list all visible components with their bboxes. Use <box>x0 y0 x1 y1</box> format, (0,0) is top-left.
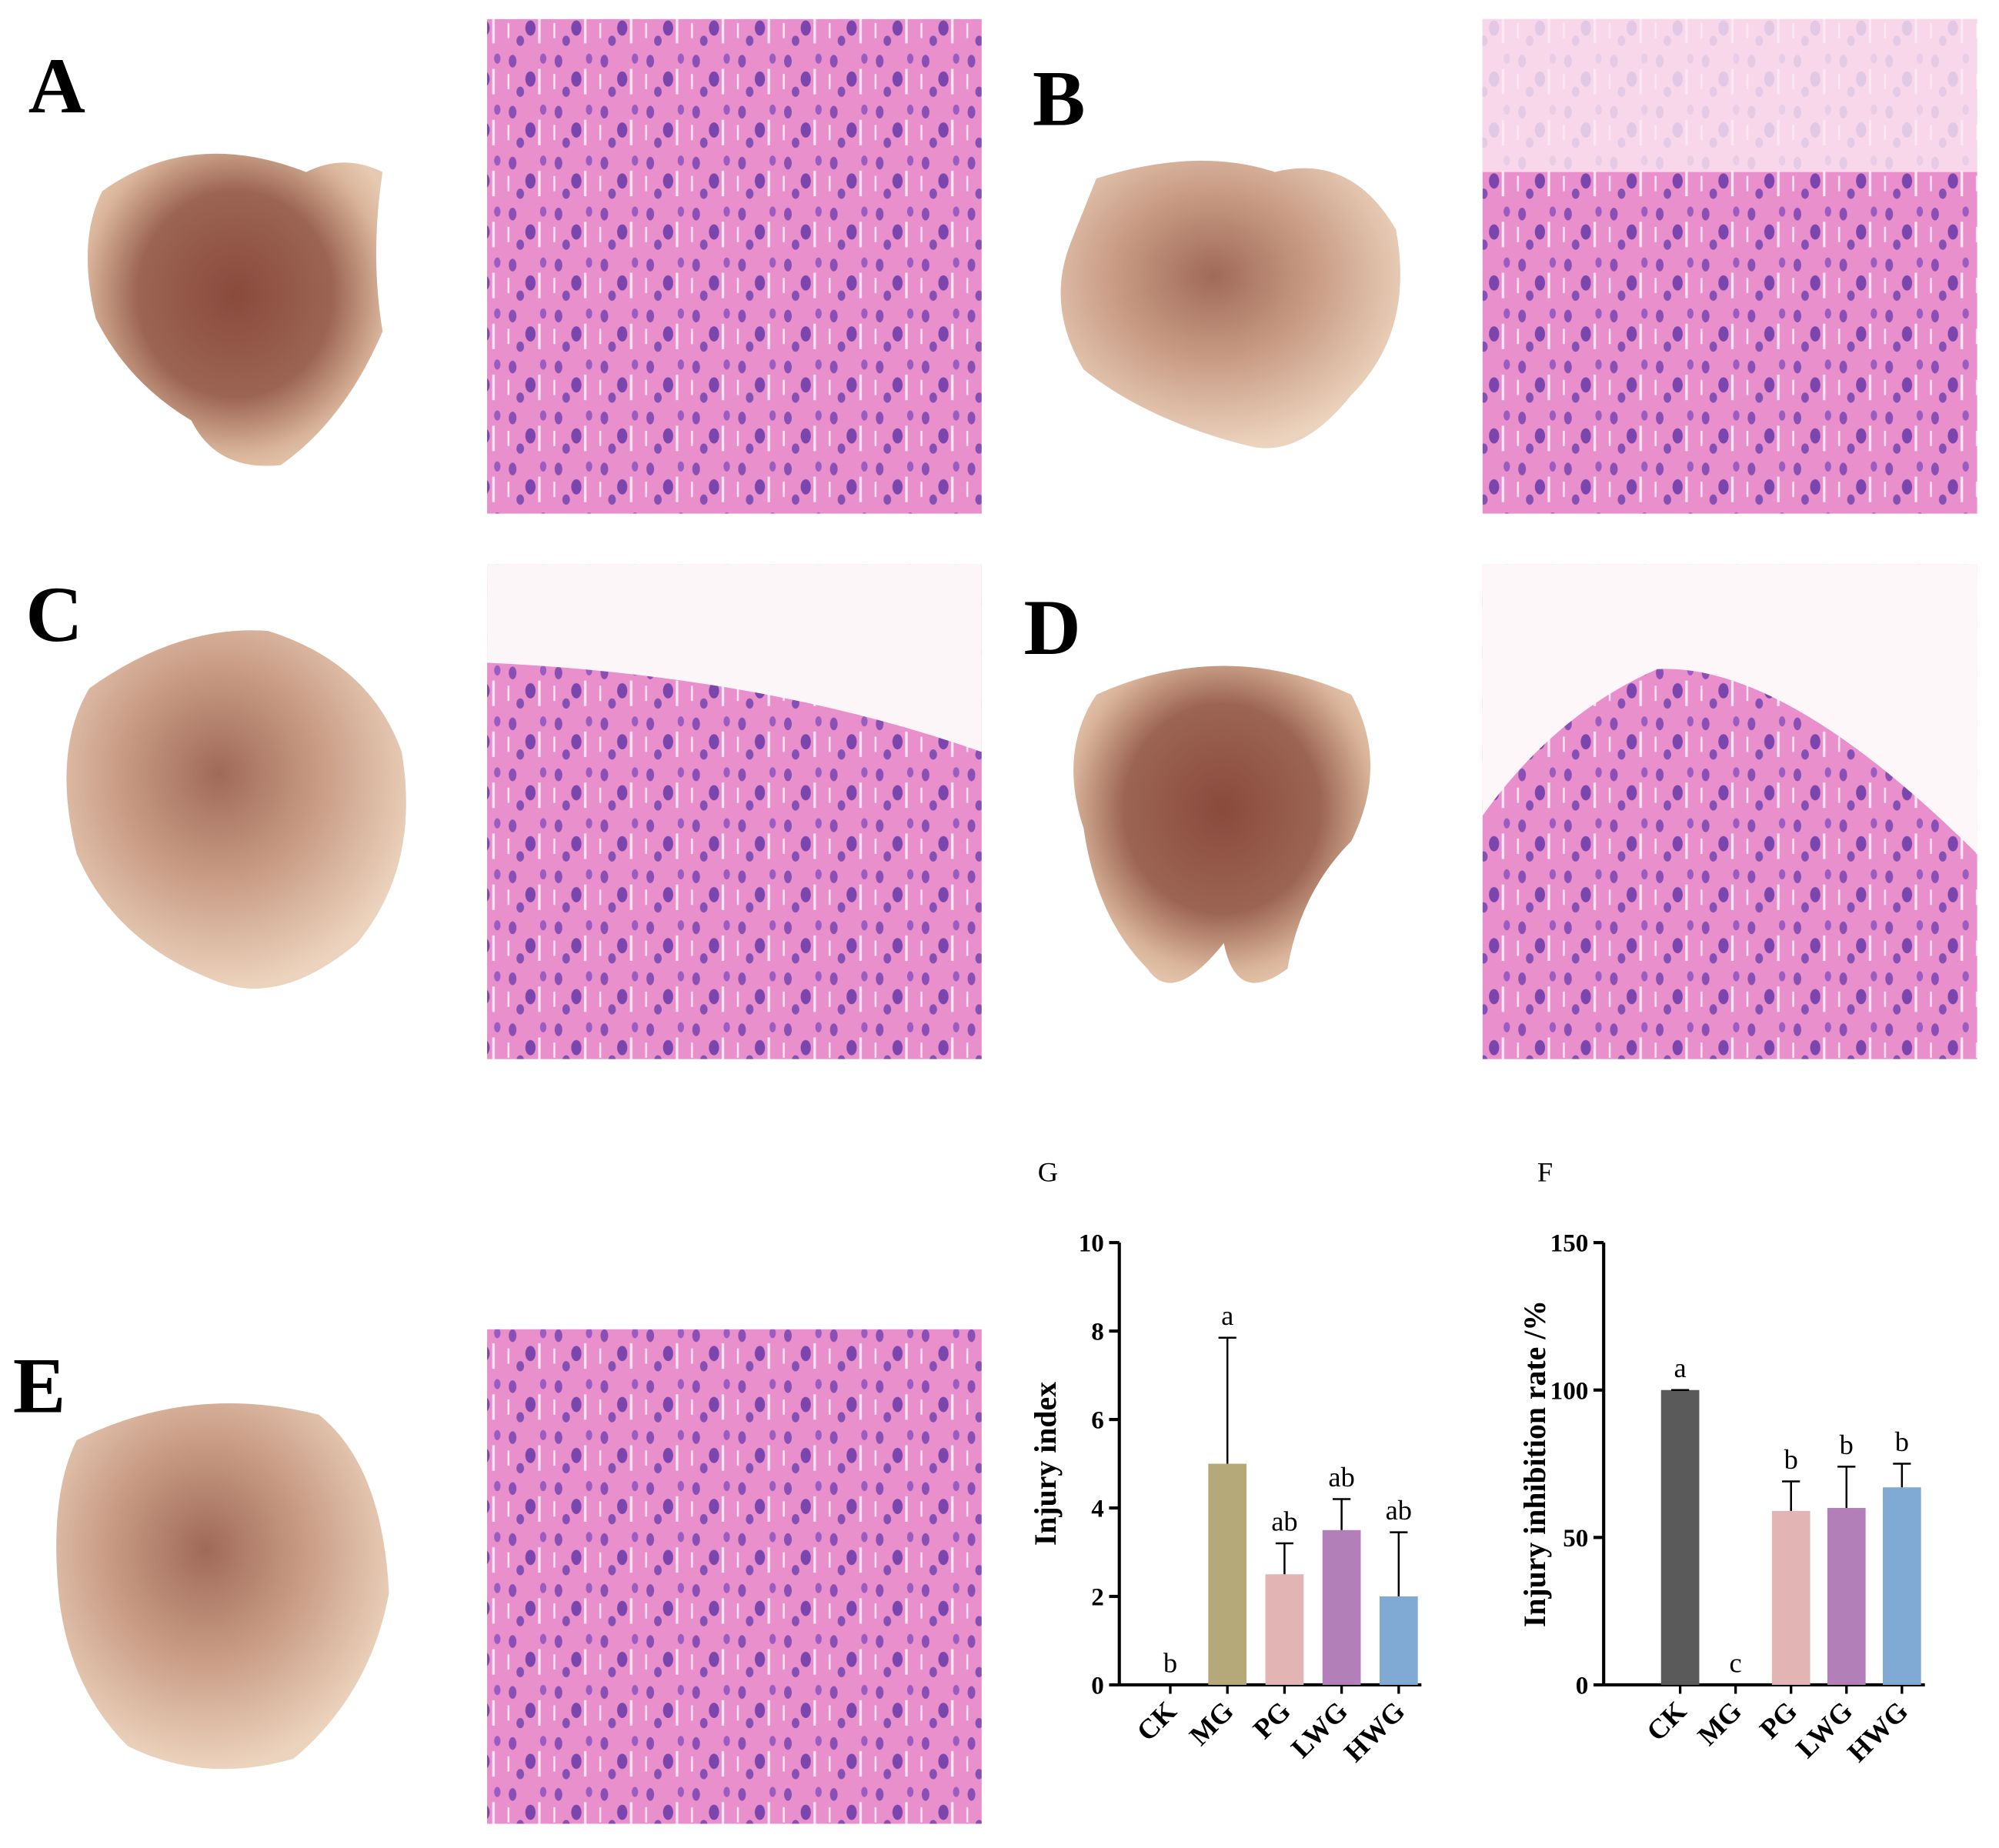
chart-title: G <box>1038 1157 1058 1188</box>
significance-letter: ab <box>1271 1506 1297 1536</box>
y-tick-label: 0 <box>1091 1672 1104 1700</box>
bar <box>1827 1508 1866 1685</box>
significance-letter: ab <box>1386 1495 1412 1526</box>
significance-letter: b <box>1840 1429 1854 1460</box>
y-tick-label: 50 <box>1563 1524 1588 1553</box>
stomach-photo <box>66 630 406 989</box>
histology-image <box>1482 18 1977 172</box>
y-tick-label: 8 <box>1091 1318 1104 1346</box>
panel-label: D <box>1023 584 1080 672</box>
stomach-photo <box>1073 665 1371 983</box>
x-tick-label: LWG <box>1285 1696 1353 1764</box>
x-tick-label: MG <box>1692 1696 1748 1752</box>
x-tick-label: MG <box>1183 1696 1240 1752</box>
y-tick-label: 10 <box>1079 1229 1104 1258</box>
significance-letter: a <box>1674 1353 1687 1383</box>
histology-image <box>1482 564 1977 854</box>
bar <box>1771 1510 1810 1685</box>
bar <box>1660 1389 1700 1685</box>
bar <box>1379 1596 1418 1685</box>
x-tick-label: CK <box>1640 1695 1692 1746</box>
panel-label: E <box>13 1342 66 1429</box>
bar <box>1882 1487 1921 1685</box>
significance-letter: ab <box>1328 1462 1354 1493</box>
significance-letter: a <box>1221 1300 1233 1331</box>
panel-label: B <box>1033 55 1086 142</box>
stomach-photo <box>87 153 383 466</box>
significance-letter: b <box>1784 1444 1798 1475</box>
x-tick-label: CK <box>1131 1695 1183 1746</box>
histology-image <box>487 564 982 752</box>
chart-title: F <box>1537 1157 1553 1188</box>
y-axis-label: Injury inhibition rate /% <box>1518 1300 1552 1627</box>
x-tick-label: HWG <box>1338 1696 1410 1768</box>
bar <box>1208 1463 1247 1685</box>
y-tick-label: 0 <box>1576 1672 1589 1700</box>
bar <box>1265 1574 1304 1685</box>
x-tick-label: HWG <box>1841 1696 1914 1768</box>
histology-image <box>487 1329 982 1824</box>
panel-label: C <box>25 571 82 659</box>
bar <box>1322 1529 1361 1685</box>
y-axis-label: Injury index <box>1029 1382 1063 1546</box>
y-tick-label: 100 <box>1550 1376 1589 1405</box>
y-tick-label: 4 <box>1091 1495 1104 1523</box>
significance-letter: c <box>1730 1647 1742 1678</box>
y-tick-label: 6 <box>1091 1406 1104 1435</box>
significance-letter: b <box>1163 1647 1177 1678</box>
significance-letter: b <box>1895 1426 1909 1457</box>
stomach-photo <box>1060 160 1400 449</box>
y-tick-label: 2 <box>1091 1583 1104 1612</box>
photos <box>56 18 1977 1824</box>
stomach-photo <box>56 1403 389 1770</box>
y-tick-label: 150 <box>1550 1229 1589 1258</box>
panel-label: A <box>28 42 85 130</box>
histology-image <box>487 18 982 514</box>
